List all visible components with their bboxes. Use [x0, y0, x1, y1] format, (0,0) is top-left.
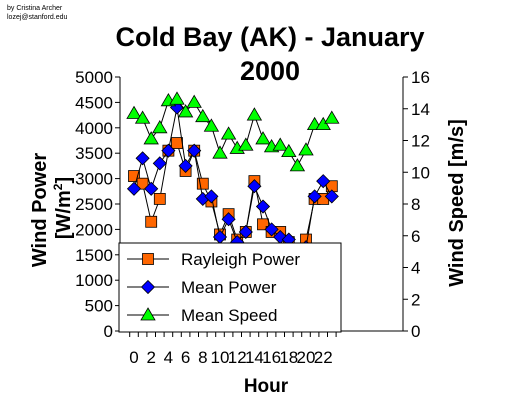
- left-axis-label: Wind Power: [29, 153, 51, 267]
- triangle-marker: [246, 107, 263, 121]
- author-email: lozej@stanford.edu: [7, 14, 68, 21]
- triangle-marker: [177, 104, 194, 118]
- x-tick-label: 0: [129, 348, 138, 367]
- series-layer: [126, 91, 340, 269]
- diamond-marker: [152, 156, 167, 171]
- diamond-marker: [316, 174, 331, 189]
- square-marker: [128, 170, 140, 182]
- x-tick-label: 12: [228, 348, 247, 367]
- series-mean-speed: [126, 91, 340, 172]
- right-axis-label: Wind Speed [m/s]: [446, 119, 468, 287]
- x-axis-label: Hour: [244, 376, 289, 397]
- diamond-marker: [264, 222, 279, 237]
- left-axis-unit: [W/m2]: [51, 177, 75, 239]
- triangle-marker: [212, 145, 228, 159]
- right-tick-label: 16: [411, 68, 430, 87]
- diamond-marker: [187, 143, 202, 158]
- left-tick-label: 5000: [75, 68, 113, 87]
- x-tick-label: 14: [245, 348, 264, 367]
- x-tick-label: 22: [314, 348, 333, 367]
- square-marker: [257, 218, 269, 231]
- left-tick-label: 3000: [75, 170, 113, 189]
- triangle-marker: [143, 131, 159, 145]
- triangle-marker: [324, 110, 340, 124]
- diamond-marker: [255, 199, 271, 214]
- x-tick-label: 8: [198, 348, 207, 367]
- diamond-marker: [221, 212, 236, 227]
- left-tick-label: 2500: [75, 195, 113, 214]
- square-marker: [136, 177, 149, 190]
- triangle-marker: [255, 131, 271, 145]
- legend-entry-label: Mean Speed: [181, 306, 277, 325]
- left-tick-label: 4500: [75, 93, 113, 112]
- legend-diamond-marker: [140, 279, 156, 295]
- x-tick-label: 2: [146, 348, 155, 367]
- legend: Rayleigh Power Mean Power Mean Speed: [118, 242, 342, 333]
- left-axis-ticks: 0 500 1000 1500 2000 2500 3000 3500 4000 4500 5000: [75, 68, 120, 341]
- diamond-marker: [238, 224, 253, 240]
- square-marker: [145, 215, 158, 228]
- legend-square-marker: [142, 253, 154, 265]
- x-tick-label: 10: [211, 348, 230, 367]
- triangle-marker: [134, 110, 151, 124]
- chart-title-line1: Cold Bay (AK) - January: [115, 22, 424, 52]
- left-tick-label: 1000: [75, 271, 113, 290]
- x-tick-label: 4: [164, 348, 173, 367]
- triangle-marker: [298, 142, 314, 156]
- legend-entry-label: Mean Power: [181, 278, 277, 297]
- diamond-marker: [307, 189, 322, 204]
- diamond-marker: [126, 181, 142, 196]
- right-tick-label: 12: [411, 132, 430, 151]
- right-tick-label: 4: [411, 259, 420, 278]
- left-tick-label: 0: [104, 322, 113, 341]
- right-tick-label: 14: [411, 100, 430, 119]
- right-axis-ticks: 0 2 4 6 8 10 12 14 16: [403, 68, 430, 341]
- right-tick-label: 0: [411, 322, 420, 341]
- x-tick-label: 6: [181, 348, 190, 367]
- diamond-marker: [247, 179, 262, 194]
- square-marker: [196, 177, 209, 190]
- left-tick-label: 1500: [75, 246, 113, 265]
- right-tick-label: 6: [411, 227, 420, 246]
- right-tick-label: 8: [411, 195, 420, 214]
- diamond-marker: [178, 158, 193, 173]
- author-credit: by Cristina Archer: [7, 5, 63, 12]
- left-tick-label: 500: [85, 297, 113, 316]
- diamond-marker: [324, 189, 339, 204]
- diamond-marker: [161, 143, 176, 158]
- x-tick-label: 16: [262, 348, 281, 367]
- right-tick-label: 10: [411, 163, 430, 182]
- x-tick-label: 18: [279, 348, 298, 367]
- triangle-marker: [186, 94, 202, 108]
- diamond-marker: [135, 151, 150, 166]
- triangle-marker: [169, 91, 185, 105]
- square-marker: [171, 137, 183, 149]
- triangle-marker: [238, 137, 254, 151]
- triangle-marker: [203, 118, 220, 132]
- x-tick-label: 20: [297, 348, 316, 367]
- diamond-marker: [204, 189, 219, 204]
- left-tick-label: 3500: [75, 144, 113, 163]
- chart-title-line2: 2000: [240, 56, 300, 86]
- left-tick-label: 4000: [75, 119, 113, 138]
- right-tick-label: 2: [411, 290, 420, 309]
- triangle-marker: [281, 143, 297, 158]
- triangle-marker: [220, 126, 237, 140]
- left-tick-label: 2000: [75, 220, 113, 239]
- legend-entry-label: Rayleigh Power: [181, 250, 300, 269]
- triangle-marker: [272, 137, 288, 151]
- triangle-marker: [195, 108, 211, 123]
- square-marker: [153, 193, 166, 205]
- triangle-marker: [289, 158, 306, 172]
- triangle-marker: [152, 120, 168, 134]
- diamond-marker: [144, 181, 159, 196]
- triangle-marker: [126, 105, 142, 119]
- legend-triangle-marker: [140, 307, 156, 321]
- left-axis-label-main: Wind Power: [29, 153, 51, 267]
